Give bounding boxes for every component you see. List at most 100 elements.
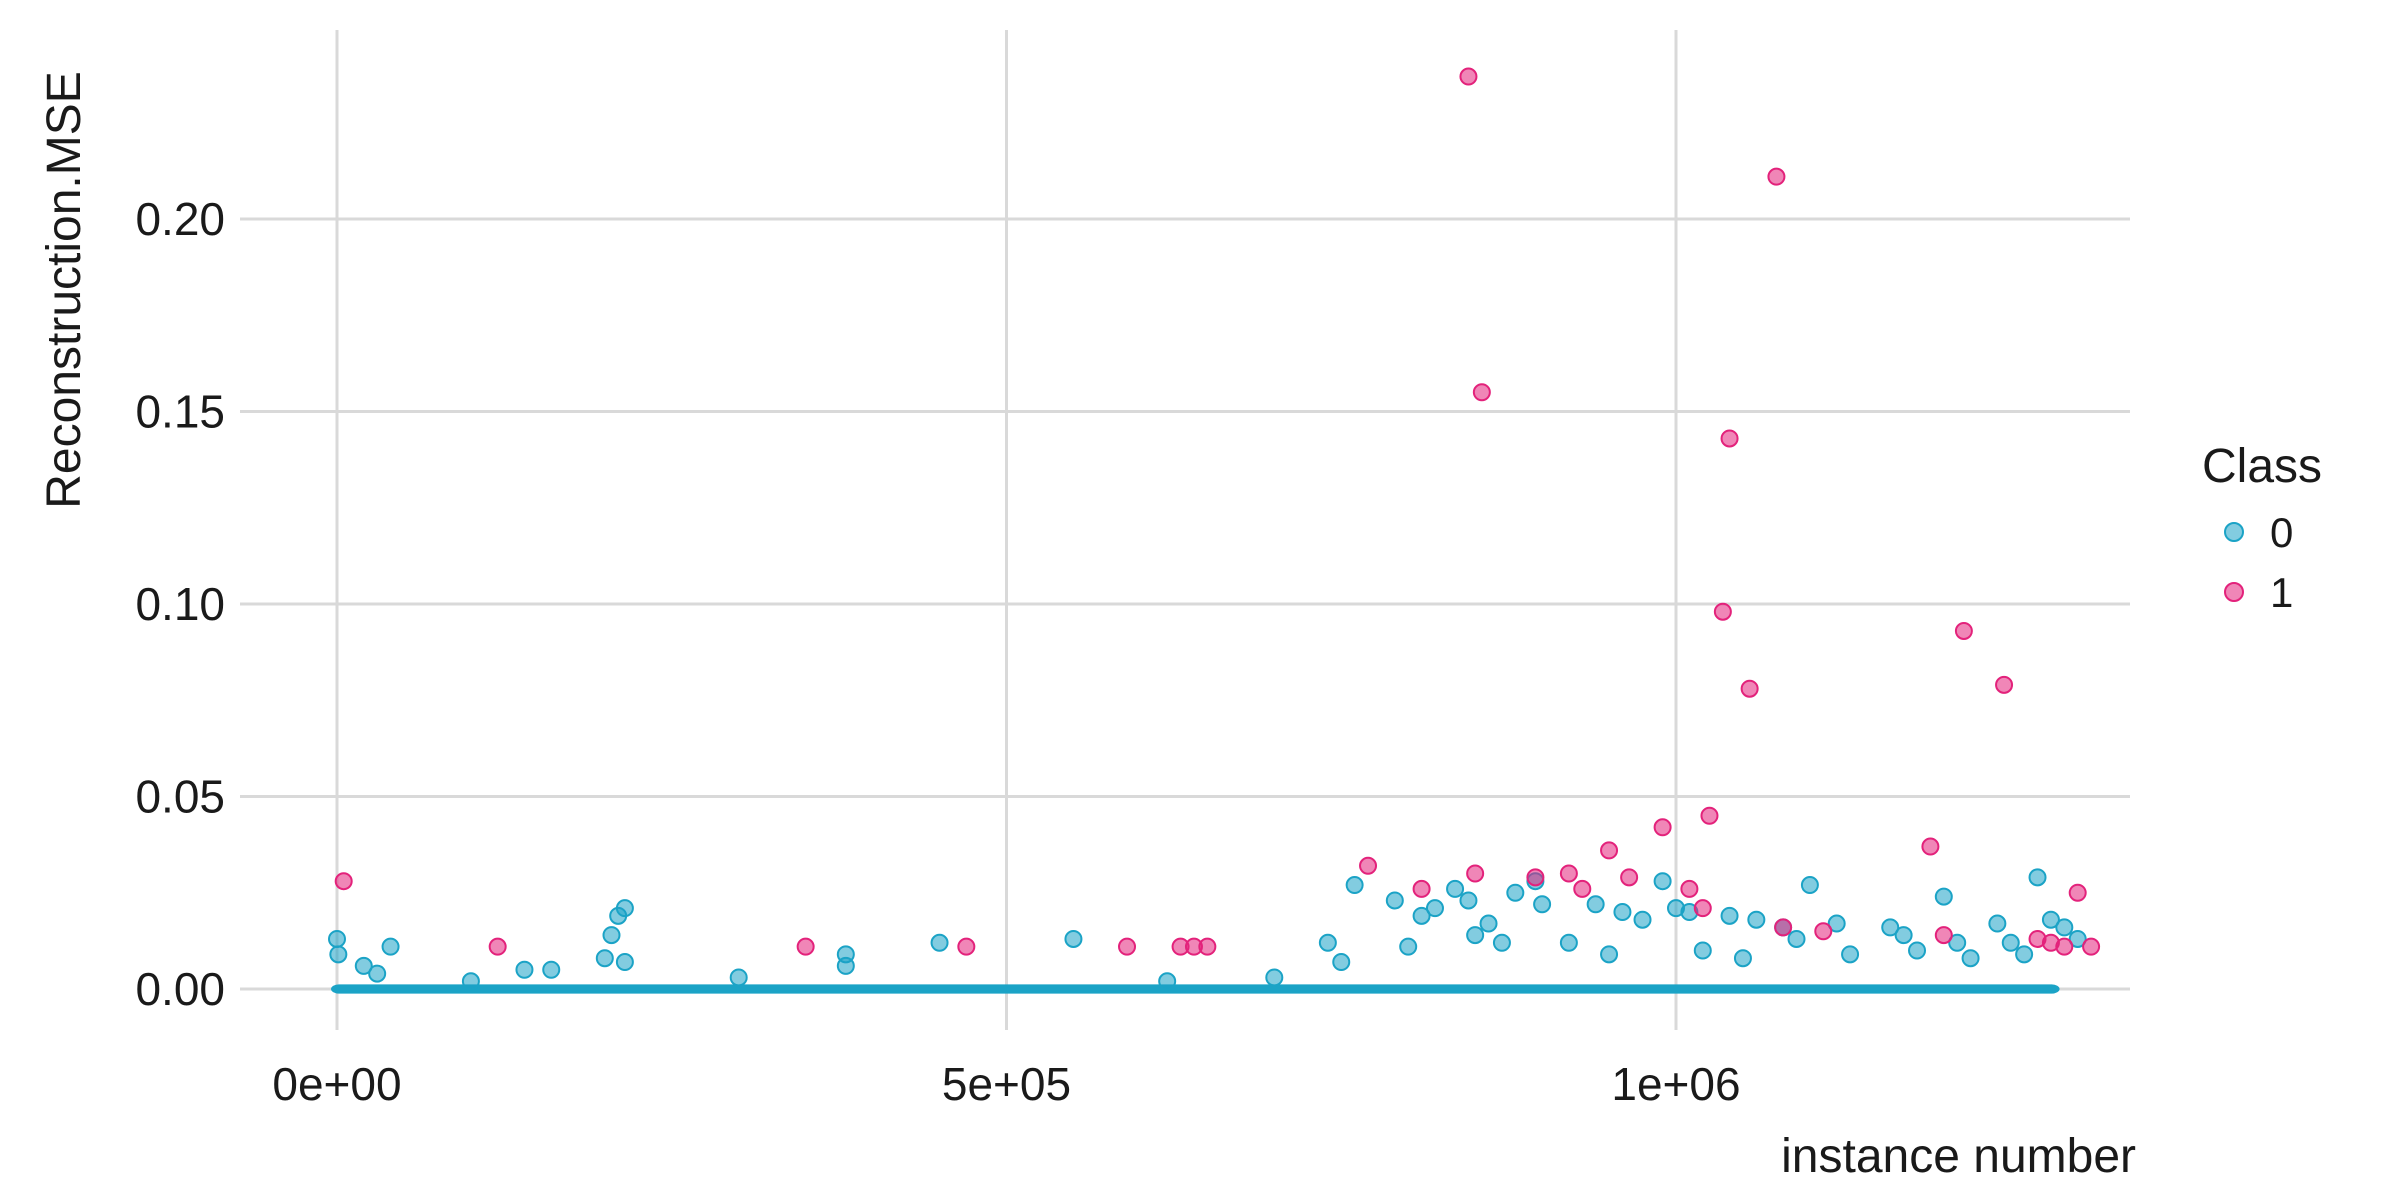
legend-title: Class [2202, 440, 2322, 493]
data-point-class-0 [1733, 949, 1752, 968]
data-point-class-1 [2082, 937, 2101, 956]
data-point-class-1 [1740, 679, 1759, 698]
data-point-class-0 [1693, 941, 1712, 960]
data-point-class-0 [1158, 972, 1177, 991]
data-point-class-1 [1412, 879, 1431, 898]
legend: Class 0 1 [2202, 440, 2322, 616]
data-point-class-0 [1064, 929, 1083, 948]
data-point-class-1 [1459, 67, 1478, 86]
data-point-class-1 [957, 937, 976, 956]
data-point-class-0 [1613, 903, 1632, 921]
data-point-class-1 [1359, 856, 1378, 875]
data-point-class-0 [2068, 929, 2087, 948]
points-layer [328, 67, 2101, 994]
data-point-class-0 [1385, 891, 1404, 910]
legend-key-class-0 [2224, 522, 2244, 542]
data-point-class-0 [1466, 926, 1485, 945]
data-point-class-0 [729, 968, 748, 987]
data-point-class-0 [515, 960, 534, 979]
data-point-class-0 [1586, 895, 1605, 914]
data-point-class-0 [2001, 933, 2020, 952]
data-point-class-1 [1720, 429, 1739, 448]
class-0-baseline-band [331, 984, 2060, 994]
data-point-class-0 [1827, 914, 1846, 933]
data-point-class-1 [1680, 879, 1699, 898]
data-point-class-0 [461, 972, 480, 991]
data-point-class-1 [488, 937, 507, 956]
data-point-class-0 [1720, 906, 1739, 925]
data-point-class-0 [595, 949, 614, 968]
data-point-class-0 [1894, 926, 1913, 945]
data-point-class-0 [2028, 868, 2047, 887]
data-point-class-1 [1693, 899, 1712, 918]
data-point-class-1 [1466, 864, 1485, 883]
data-point-class-0 [615, 953, 634, 972]
legend-key-class-1 [2224, 582, 2244, 602]
data-point-class-0 [1345, 876, 1364, 895]
x-tick-label: 5e+05 [942, 1058, 1071, 1110]
data-point-class-0 [329, 945, 348, 964]
data-point-class-0 [1881, 918, 1900, 937]
data-point-class-1 [1700, 806, 1719, 825]
data-point-class-0 [1841, 945, 1860, 964]
data-point-class-0 [1633, 910, 1652, 929]
data-point-class-1 [1559, 864, 1578, 883]
y-tick-label: 0.00 [135, 963, 225, 1015]
data-point-class-0 [1559, 933, 1578, 952]
grid-layer [240, 30, 2130, 1030]
data-point-class-0 [1332, 953, 1351, 972]
data-point-class-0 [1399, 937, 1418, 956]
data-point-class-0 [1446, 879, 1465, 898]
data-point-class-1 [1814, 922, 1833, 941]
data-point-class-0 [615, 899, 634, 918]
data-point-class-1 [1573, 879, 1592, 898]
data-point-class-1 [2068, 883, 2087, 902]
data-point-class-1 [1767, 167, 1786, 186]
data-point-class-1 [1620, 868, 1639, 887]
data-point-class-1 [1954, 621, 1973, 640]
data-point-class-1 [1118, 937, 1137, 956]
y-tick-label: 0.05 [135, 771, 225, 823]
data-point-class-0 [1425, 899, 1444, 918]
data-point-class-0 [1961, 949, 1980, 968]
data-point-class-0 [1948, 933, 1967, 952]
x-axis-title: instance number [1781, 1130, 2136, 1183]
data-point-class-1 [1934, 926, 1953, 945]
data-point-class-0 [836, 956, 855, 975]
data-point-class-0 [354, 956, 373, 975]
data-point-class-1 [1526, 868, 1545, 887]
data-point-class-0 [1934, 887, 1953, 906]
data-point-class-1 [334, 872, 353, 891]
legend-label-class-0: 0 [2270, 509, 2293, 556]
data-point-class-1 [1921, 837, 1940, 856]
data-point-class-1 [1653, 818, 1672, 837]
data-point-class-0 [1479, 914, 1498, 933]
data-point-class-0 [1459, 891, 1478, 910]
data-point-class-0 [2015, 945, 2034, 964]
data-point-class-0 [368, 964, 387, 983]
data-point-class-0 [1908, 941, 1927, 960]
x-tick-label: 1e+06 [1611, 1058, 1740, 1110]
data-point-class-1 [1995, 675, 2014, 694]
data-point-class-0 [1533, 895, 1552, 914]
y-axis-title: Reconstruction.MSE [38, 71, 91, 509]
data-point-class-0 [1653, 872, 1672, 891]
y-tick-label: 0.20 [135, 193, 225, 245]
data-point-class-0 [328, 929, 346, 948]
data-point-class-1 [1774, 918, 1793, 937]
data-point-class-0 [542, 960, 561, 979]
data-point-class-1 [1713, 602, 1732, 621]
ticks-layer: 0e+00 5e+05 1e+06 0.00 0.05 0.10 0.15 0.20 [135, 193, 1740, 1110]
data-point-class-1 [1472, 383, 1491, 402]
data-point-class-0 [2041, 910, 2060, 929]
data-point-class-0 [1265, 968, 1284, 987]
data-point-class-0 [1787, 929, 1806, 948]
data-point-class-0 [1506, 883, 1525, 902]
data-point-class-0 [381, 937, 400, 956]
data-point-class-0 [1600, 945, 1619, 964]
data-point-class-0 [930, 933, 949, 952]
x-tick-label: 0e+00 [272, 1058, 401, 1110]
data-point-class-1 [796, 937, 815, 956]
